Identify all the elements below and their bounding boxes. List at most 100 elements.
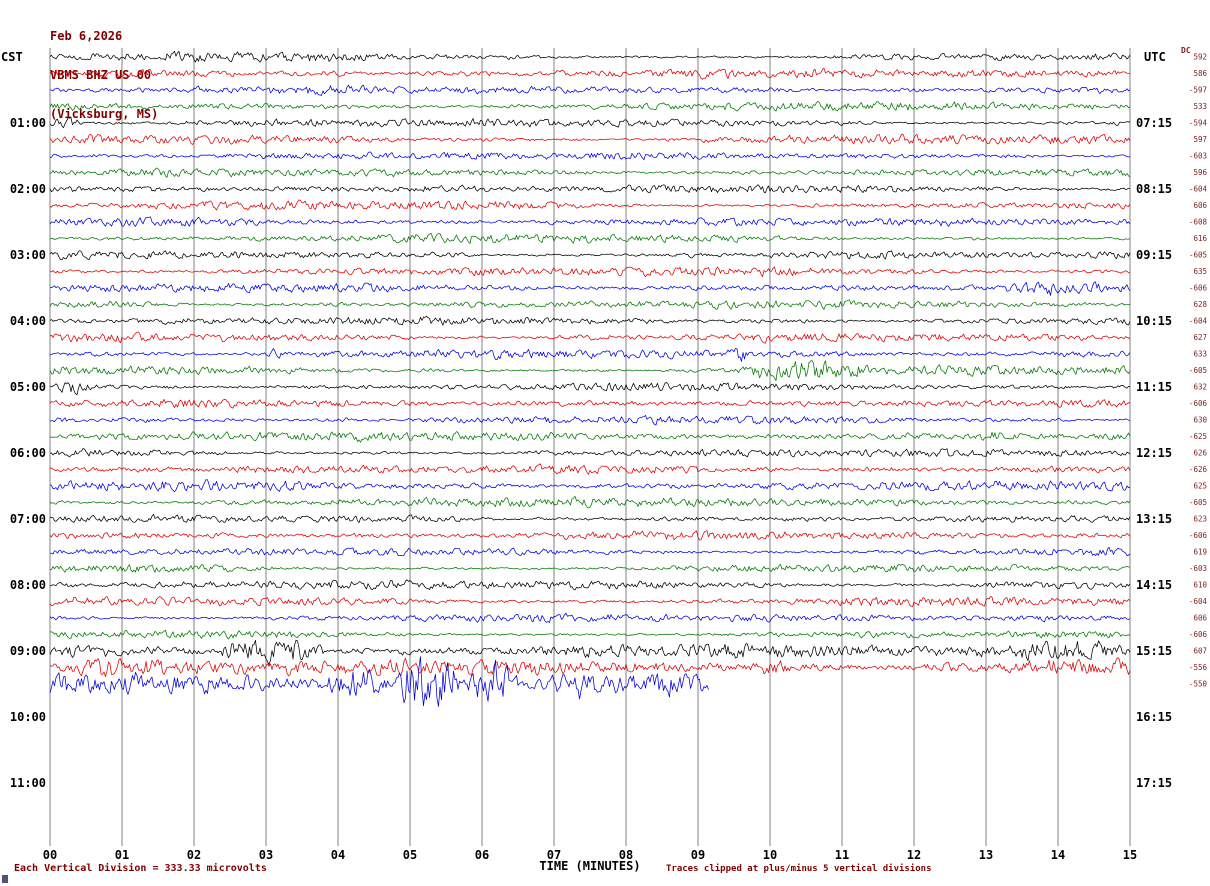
minute-grid [49, 48, 1131, 846]
x-tick-label: 07 [547, 848, 561, 862]
hour-label-utc: 13:15 [1136, 512, 1172, 526]
hour-label-cst: 07:00 [10, 512, 46, 526]
hour-label-utc: 15:15 [1136, 644, 1172, 658]
hour-label-utc: 07:15 [1136, 116, 1172, 130]
seismo-trace-row [49, 431, 1131, 443]
dc-value: 533 [1193, 102, 1207, 111]
seismo-trace-row [49, 84, 1131, 96]
dc-value: 606 [1193, 614, 1207, 623]
x-tick-label: 14 [1051, 848, 1065, 862]
dc-value: 606 [1193, 201, 1207, 210]
seismo-trace-row [49, 266, 1131, 278]
x-tick-label: 10 [763, 848, 777, 862]
hour-label-utc: 08:15 [1136, 182, 1172, 196]
dc-column-header: DC [1181, 46, 1191, 55]
dc-value: 633 [1193, 350, 1207, 359]
dc-value: -604 [1189, 185, 1208, 194]
seismo-trace-row [49, 596, 1131, 608]
dc-value: 630 [1193, 416, 1207, 425]
trace-group [49, 50, 1131, 707]
dc-value: -550 [1189, 680, 1208, 689]
hour-label-utc: 11:15 [1136, 380, 1172, 394]
hour-label-utc: 17:15 [1136, 776, 1172, 790]
seismo-trace-row [49, 415, 1131, 426]
dc-value: -603 [1189, 152, 1207, 161]
seismo-trace-row [49, 199, 1131, 211]
seismo-trace-row [49, 657, 1131, 677]
x-tick-label: 15 [1123, 848, 1137, 862]
hour-label-utc: 16:15 [1136, 710, 1172, 724]
seismo-trace-row [49, 250, 1131, 261]
x-tick-label: 02 [187, 848, 201, 862]
seismo-trace-row [49, 133, 1131, 145]
dc-value: -626 [1189, 465, 1208, 474]
seismo-trace-row [49, 629, 1131, 640]
hour-label-cst: 02:00 [10, 182, 46, 196]
seismo-trace-row [49, 299, 1131, 310]
seismo-trace-row [49, 167, 1131, 178]
seismo-trace-row [49, 101, 1131, 112]
dc-value: -605 [1189, 498, 1207, 507]
dc-value: -556 [1189, 663, 1208, 672]
dc-value: 610 [1193, 581, 1207, 590]
hour-label-cst: 01:00 [10, 116, 46, 130]
seismo-trace-row [49, 612, 1131, 623]
x-tick-label: 11 [835, 848, 849, 862]
dc-value: -597 [1189, 86, 1207, 95]
hour-label-utc: 09:15 [1136, 248, 1172, 262]
header-date: Feb 6,2026 [50, 29, 123, 43]
seismo-trace-row [49, 360, 1131, 381]
x-tick-label: 12 [907, 848, 921, 862]
dc-value: 586 [1193, 69, 1207, 78]
x-tick-label: 01 [115, 848, 129, 862]
dc-value: 592 [1193, 53, 1207, 62]
dc-value: 632 [1193, 383, 1207, 392]
seismo-trace-row [49, 398, 1131, 409]
dc-value: 623 [1193, 515, 1207, 524]
x-tick-label: 05 [403, 848, 417, 862]
dc-value: -604 [1189, 317, 1208, 326]
header-location: (Vicksburg, MS) [50, 107, 159, 121]
x-tick-label: 00 [43, 848, 57, 862]
seismo-trace-row [49, 513, 1131, 524]
seismo-trace-row [49, 184, 1131, 194]
hour-label-cst: 08:00 [10, 578, 46, 592]
seismo-trace-row [49, 382, 1131, 396]
seismo-trace-row [49, 281, 1131, 296]
seismo-trace-row [49, 67, 1131, 80]
hour-label-utc: 12:15 [1136, 446, 1172, 460]
dc-value: -606 [1189, 630, 1208, 639]
dc-value: -606 [1189, 531, 1208, 540]
dc-value: -605 [1189, 366, 1207, 375]
dc-value: -625 [1189, 432, 1207, 441]
seismo-trace-row [49, 117, 1131, 129]
seismo-trace-row [49, 495, 1131, 509]
seismo-trace-row [49, 232, 1131, 244]
dc-value: 626 [1193, 449, 1207, 458]
x-tick-label: 06 [475, 848, 489, 862]
seismo-trace-row [49, 448, 1131, 458]
hour-label-cst: 10:00 [10, 710, 46, 724]
dc-value: 627 [1193, 333, 1207, 342]
dc-value: -606 [1189, 284, 1208, 293]
dc-value: 616 [1193, 234, 1207, 243]
dc-value: 628 [1193, 300, 1207, 309]
hour-label-cst: 04:00 [10, 314, 46, 328]
corner-glyph [2, 875, 8, 883]
dc-value: -605 [1189, 251, 1207, 260]
seismo-trace-row [49, 563, 1131, 573]
x-tick-label: 08 [619, 848, 633, 862]
seismo-trace-row [49, 315, 1131, 326]
hour-label-utc: 14:15 [1136, 578, 1172, 592]
seismo-trace-row [49, 463, 1131, 475]
footer-right-note: Traces clipped at plus/minus 5 vertical … [666, 864, 932, 874]
x-tick-label: 03 [259, 848, 273, 862]
seismo-trace-row [49, 331, 1131, 344]
footer-left-note: Each Vertical Division = 333.33 microvol… [14, 863, 267, 874]
dc-value: 596 [1193, 168, 1207, 177]
seismo-trace-row [49, 348, 1131, 362]
seismo-trace-row [49, 479, 1131, 493]
dc-value: 625 [1193, 482, 1207, 491]
right-axis-title: UTC [1144, 50, 1166, 64]
